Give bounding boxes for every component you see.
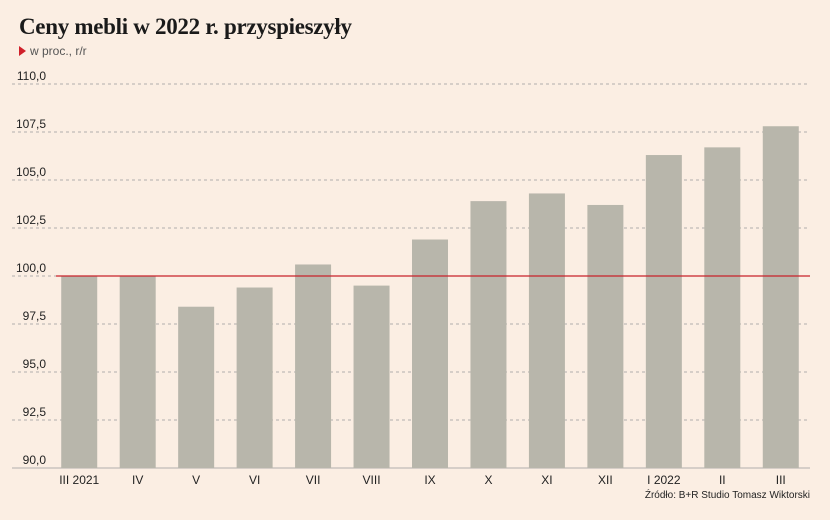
source-note: Źródło: B+R Studio Tomasz Wiktorski — [644, 490, 810, 501]
bar — [762, 126, 799, 469]
y-axis-ticks: 90,0 92,5 95,0 97,5 100,0 102,5 105,0 107,5 110,… — [16, 69, 46, 467]
x-tick-label: I 2022 — [647, 473, 681, 487]
chart-subtitle-text: w proc., r/r — [30, 44, 87, 58]
bar — [587, 204, 624, 468]
x-tick-label: II — [719, 473, 726, 487]
y-tick-label: 97,5 — [23, 309, 47, 323]
x-tick-label: III 2021 — [59, 473, 99, 487]
chart-subtitle: w proc., r/r — [19, 44, 87, 58]
bar — [119, 276, 156, 468]
triangle-marker-icon — [19, 46, 26, 56]
bar — [704, 147, 741, 469]
y-tick-label: 92,5 — [23, 405, 47, 419]
bars — [61, 126, 799, 469]
y-tick-label: 95,0 — [23, 357, 47, 371]
chart-title: Ceny mebli w 2022 r. przyspieszyły — [19, 14, 352, 39]
bar — [295, 264, 332, 468]
y-tick-label: 102,5 — [16, 213, 46, 227]
x-tick-label: XI — [541, 473, 552, 487]
bar — [353, 285, 390, 468]
x-tick-label: X — [484, 473, 492, 487]
x-tick-label: VIII — [363, 473, 381, 487]
bar — [61, 276, 98, 468]
x-tick-label: V — [192, 473, 200, 487]
x-tick-label: XII — [598, 473, 613, 487]
bar — [178, 306, 215, 468]
bar — [412, 239, 448, 468]
bar — [470, 201, 507, 468]
x-tick-label: IV — [132, 473, 143, 487]
x-axis-ticks: III 2021 IV V VI VII VIII IX X XI XII I 2022 II III — [59, 473, 786, 487]
y-tick-label: 100,0 — [16, 261, 46, 275]
x-tick-label: III — [776, 473, 786, 487]
bar — [645, 155, 682, 469]
x-tick-label: VI — [249, 473, 260, 487]
y-tick-label: 105,0 — [16, 165, 46, 179]
bar — [236, 287, 273, 468]
y-tick-label: 107,5 — [16, 117, 46, 131]
y-tick-label: 110,0 — [17, 69, 46, 83]
bar — [528, 193, 565, 468]
y-tick-label: 90,0 — [23, 453, 47, 467]
x-tick-label: IX — [424, 473, 435, 487]
x-tick-label: VII — [306, 473, 321, 487]
